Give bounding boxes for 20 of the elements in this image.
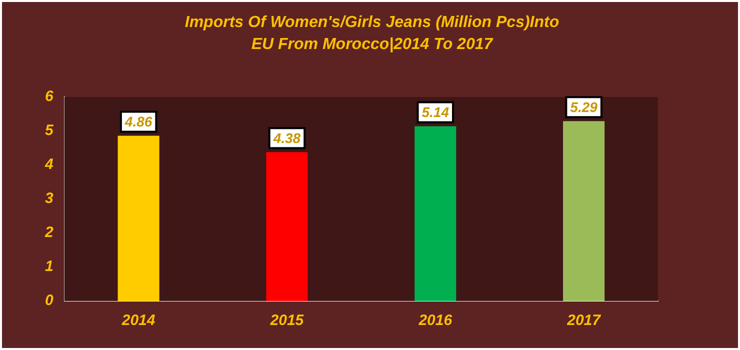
bar [118, 136, 160, 301]
chart-title: Imports Of Women's/Girls Jeans (Million Pcs)Into EU From Morocco|2014 To 2017 [184, 13, 560, 55]
x-tick-label: 2017 [566, 312, 602, 330]
y-tick-label: 3 [45, 190, 54, 208]
data-label: 5.29 [570, 99, 598, 115]
x-tick-label: 2014 [120, 312, 156, 330]
y-tick-label: 0 [45, 292, 54, 310]
data-label: 5.14 [422, 104, 450, 120]
y-tick-label: 2 [44, 224, 54, 242]
y-tick-label: 4 [44, 156, 54, 174]
y-tick-label: 5 [45, 122, 54, 140]
bar [266, 152, 308, 301]
x-tick-label: 2016 [418, 312, 453, 330]
y-tick-label: 6 [45, 88, 54, 106]
bar [414, 126, 456, 301]
x-tick-label: 2015 [269, 312, 304, 330]
bar [563, 121, 605, 301]
data-label: 4.86 [124, 114, 152, 130]
y-tick-label: 1 [45, 258, 54, 276]
data-label: 4.38 [272, 130, 301, 146]
